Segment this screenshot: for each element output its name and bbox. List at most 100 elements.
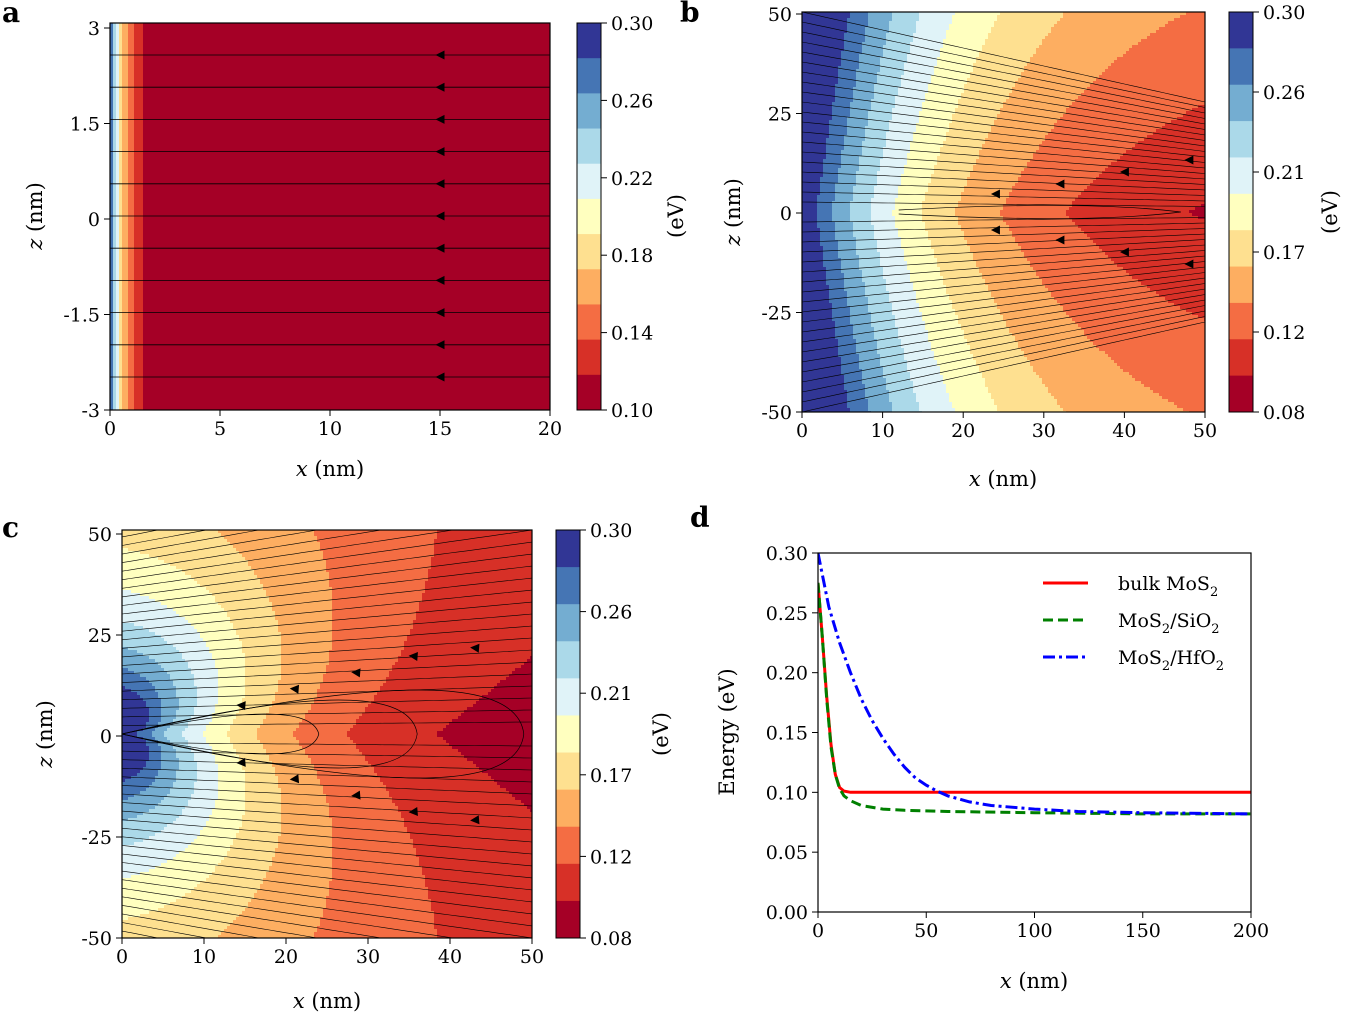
contour-cell bbox=[215, 92, 219, 96]
contour-cell bbox=[239, 119, 243, 123]
contour-cell bbox=[440, 41, 444, 45]
contour-cell bbox=[257, 71, 261, 75]
contour-cell bbox=[431, 35, 435, 39]
contour-cell bbox=[176, 44, 180, 48]
contour-cell bbox=[542, 89, 546, 93]
contour-cell bbox=[272, 98, 276, 102]
contour-cell bbox=[125, 59, 129, 63]
contour-cell bbox=[230, 80, 234, 84]
contour-cell bbox=[164, 62, 168, 66]
contour-cell bbox=[446, 104, 450, 108]
contour-cell bbox=[200, 23, 204, 27]
contour-cell bbox=[188, 56, 192, 60]
contour-cell bbox=[191, 89, 195, 93]
contour-cell bbox=[215, 32, 219, 36]
contour-cell bbox=[431, 47, 435, 51]
contour-cell bbox=[185, 92, 189, 96]
contour-cell bbox=[482, 47, 486, 51]
contour-cell bbox=[317, 113, 321, 117]
contour-cell bbox=[425, 38, 429, 42]
contour-cell bbox=[494, 47, 498, 51]
contour-cell bbox=[506, 38, 510, 42]
contour-cell bbox=[221, 122, 225, 126]
contour-cell bbox=[386, 98, 390, 102]
contour-cell bbox=[116, 32, 120, 36]
contour-cell bbox=[308, 104, 312, 108]
contour-cell bbox=[176, 89, 180, 93]
contour-cell bbox=[368, 119, 372, 123]
contour-cell bbox=[296, 47, 300, 51]
contour-cell bbox=[266, 68, 270, 72]
contour-cell bbox=[413, 80, 417, 84]
contour-cell bbox=[404, 95, 408, 99]
contour-cell bbox=[275, 119, 279, 123]
contour-cell bbox=[212, 68, 216, 72]
contour-cell bbox=[242, 83, 246, 87]
contour-cell bbox=[425, 71, 429, 75]
contour-cell bbox=[386, 41, 390, 45]
contour-cell bbox=[377, 71, 381, 75]
contour-cell bbox=[476, 101, 480, 105]
contour-cell bbox=[527, 107, 531, 111]
contour-cell bbox=[500, 71, 504, 75]
contour-cell bbox=[494, 41, 498, 45]
contour-cell bbox=[476, 35, 480, 39]
contour-cell bbox=[467, 119, 471, 123]
contour-cell bbox=[452, 68, 456, 72]
contour-cell bbox=[314, 110, 318, 114]
contour-cell bbox=[491, 104, 495, 108]
contour-cell bbox=[170, 71, 174, 75]
contour-cell bbox=[266, 35, 270, 39]
contour-cell bbox=[368, 86, 372, 90]
contour-cell bbox=[365, 65, 369, 69]
contour-cell bbox=[293, 23, 297, 27]
contour-cell bbox=[491, 92, 495, 96]
contour-cell bbox=[509, 80, 513, 84]
contour-cell bbox=[152, 29, 156, 33]
contour-cell bbox=[401, 101, 405, 105]
contour-cell bbox=[476, 104, 480, 108]
contour-cell bbox=[533, 71, 537, 75]
contour-cell bbox=[293, 107, 297, 111]
contour-cell bbox=[422, 47, 426, 51]
contour-cell bbox=[527, 110, 531, 114]
contour-cell bbox=[170, 44, 174, 48]
contour-cell bbox=[176, 86, 180, 90]
contour-cell bbox=[302, 38, 306, 42]
contour-cell bbox=[521, 35, 525, 39]
contour-cell bbox=[212, 83, 216, 87]
contour-cell bbox=[215, 29, 219, 33]
contour-cell bbox=[515, 29, 519, 33]
contour-cell bbox=[437, 80, 441, 84]
contour-cell bbox=[311, 26, 315, 30]
contour-cell bbox=[413, 86, 417, 90]
contour-cell bbox=[344, 65, 348, 69]
contour-cell bbox=[281, 68, 285, 72]
contour-cell bbox=[191, 47, 195, 51]
contour-cell bbox=[434, 107, 438, 111]
contour-cell bbox=[440, 35, 444, 39]
contour-cell bbox=[221, 38, 225, 42]
contour-cell bbox=[197, 116, 201, 120]
contour-cell bbox=[368, 38, 372, 42]
contour-cell bbox=[545, 77, 549, 81]
contour-cell bbox=[512, 113, 516, 117]
contour-cell bbox=[125, 89, 129, 93]
contour-cell bbox=[161, 98, 165, 102]
contour-cell bbox=[179, 92, 183, 96]
contour-cell bbox=[182, 62, 186, 66]
contour-cell bbox=[479, 62, 483, 66]
contour-cell bbox=[227, 35, 231, 39]
contour-cell bbox=[284, 71, 288, 75]
contour-cell bbox=[485, 113, 489, 117]
contour-cell bbox=[182, 113, 186, 117]
contour-cell bbox=[452, 56, 456, 60]
contour-cell bbox=[467, 62, 471, 66]
contour-cell bbox=[230, 32, 234, 36]
contour-cell bbox=[149, 101, 153, 105]
contour-cell bbox=[497, 86, 501, 90]
contour-cell bbox=[347, 116, 351, 120]
contour-cell bbox=[191, 110, 195, 114]
contour-cell bbox=[209, 107, 213, 111]
contour-cell bbox=[437, 107, 441, 111]
